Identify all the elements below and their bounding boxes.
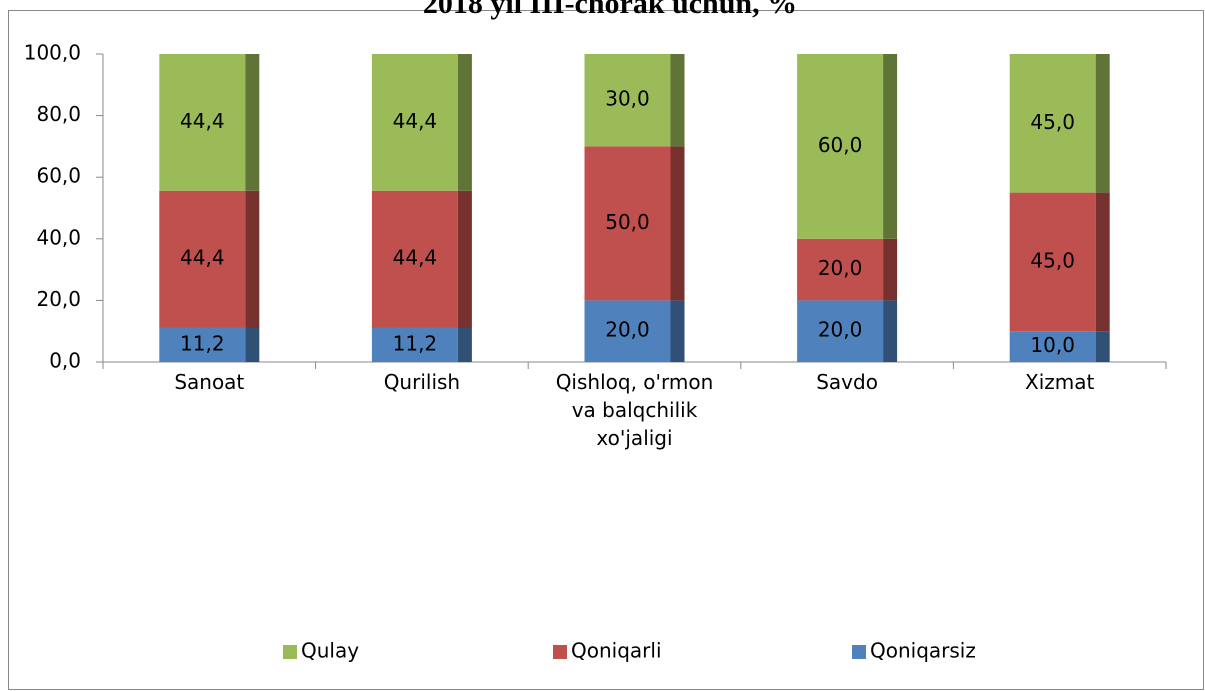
legend-label: Qoniqarli [571, 639, 662, 663]
x-tick-label: Qurilish [383, 370, 461, 394]
bar-front [159, 190, 246, 328]
bar-front [797, 54, 884, 239]
bar-segment [371, 190, 472, 328]
y-tick-label: 60,0 [36, 164, 81, 188]
bar-segment [371, 54, 472, 191]
bar-segment [159, 190, 260, 328]
data-label: 45,0 [1030, 248, 1075, 272]
bar-side [245, 190, 260, 328]
legend-swatch [553, 645, 567, 659]
x-tick-label: Xizmat [1025, 370, 1095, 394]
bar-side [670, 54, 685, 147]
bar-front [1009, 54, 1096, 193]
data-label: 20,0 [818, 318, 863, 342]
data-label: 44,4 [180, 109, 225, 133]
y-tick-label: 0,0 [49, 349, 81, 373]
bar-side [883, 54, 898, 239]
x-tick-label: Savdo [816, 370, 878, 394]
data-label: 44,4 [180, 246, 225, 270]
bar-side [245, 54, 260, 191]
bar-front [797, 238, 884, 301]
data-label: 44,4 [393, 109, 438, 133]
bar-segment [159, 327, 260, 362]
bar-segment [159, 54, 260, 191]
bar-segment [584, 146, 685, 301]
bar-front [584, 146, 671, 301]
x-tick-label: Sanoat [174, 370, 245, 394]
bar-front [584, 300, 671, 362]
y-tick-label: 40,0 [36, 225, 81, 249]
bar-side [1095, 331, 1110, 362]
bar-side [670, 146, 685, 301]
y-tick-label: 100,0 [24, 41, 81, 65]
bar-side [457, 54, 472, 191]
data-label: 45,0 [1030, 110, 1075, 134]
bar-segment [371, 327, 472, 362]
bar-side [245, 327, 260, 362]
x-tick-label: Qishloq, o'rmon va balqchilik xo'jaligi [555, 370, 714, 450]
bar-segment [1009, 54, 1110, 193]
bar-front [1009, 331, 1096, 362]
bar-segment [797, 238, 898, 301]
bar-side [457, 327, 472, 362]
y-tick-label: 20,0 [36, 287, 81, 311]
data-label: 44,4 [393, 246, 438, 270]
bar-segment [584, 54, 685, 147]
bar-front [159, 327, 246, 362]
data-label: 11,2 [180, 331, 225, 355]
data-label: 50,0 [605, 210, 650, 234]
bar-front [371, 54, 458, 191]
bar-side [670, 300, 685, 362]
bar-segment [1009, 192, 1110, 332]
bar-segment [1009, 331, 1110, 362]
bar-front [797, 300, 884, 362]
y-tick-label: 80,0 [36, 102, 81, 126]
bar-side [883, 238, 898, 301]
legend-label: Qoniqarsiz [870, 639, 976, 663]
bar-front [371, 327, 458, 362]
bar-side [883, 300, 898, 362]
data-label: 20,0 [818, 256, 863, 280]
legend-swatch [283, 645, 297, 659]
data-label: 60,0 [818, 133, 863, 157]
bar-front [159, 54, 246, 191]
data-label: 30,0 [605, 87, 650, 111]
data-label: 10,0 [1030, 333, 1075, 357]
legend-swatch [852, 645, 866, 659]
data-label: 20,0 [605, 318, 650, 342]
legend-label: Qulay [301, 639, 359, 663]
bar-front [584, 54, 671, 147]
bar-front [1009, 192, 1096, 332]
bar-side [457, 190, 472, 328]
data-label: 11,2 [393, 331, 438, 355]
chart-title: 2018 yil III-chorak uchun, % [423, 0, 797, 20]
bar-segment [797, 54, 898, 239]
bar-segment [584, 300, 685, 362]
bar-front [371, 190, 458, 328]
bar-segment [797, 300, 898, 362]
bar-side [1095, 192, 1110, 332]
bar-side [1095, 54, 1110, 193]
